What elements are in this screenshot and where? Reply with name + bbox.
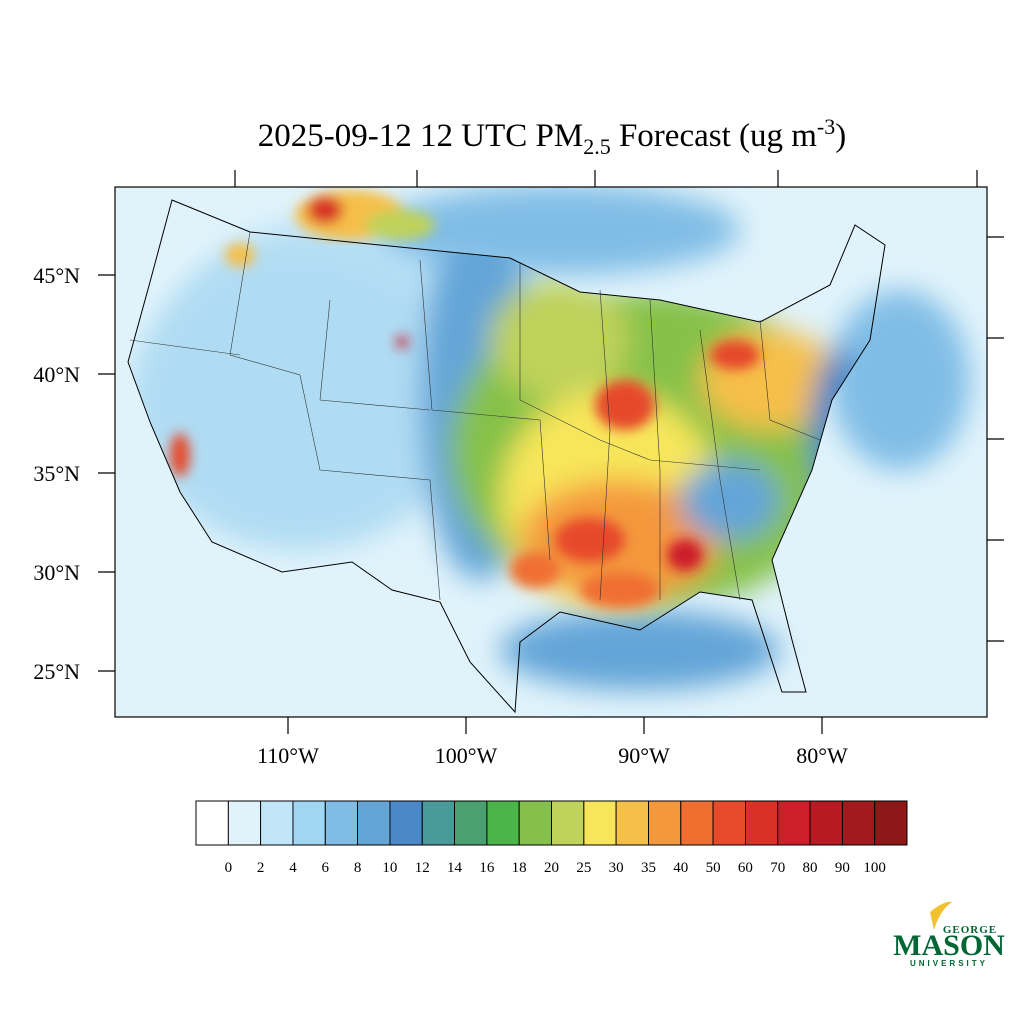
lat-label: 45°N bbox=[33, 263, 80, 288]
colorbar-box bbox=[712, 800, 746, 846]
colorbar-box bbox=[260, 800, 294, 846]
title: 2025-09-12 12 UTC PM2.5 Forecast (ug m-3… bbox=[258, 114, 846, 159]
colorbar-box bbox=[518, 800, 552, 846]
colorbar-label: 30 bbox=[609, 860, 624, 876]
logo: GEORGE MASON UNIVERSITY bbox=[893, 901, 1005, 968]
colorbar-box bbox=[874, 800, 908, 846]
colorbar-label: 35 bbox=[641, 860, 656, 876]
colorbar-box bbox=[324, 800, 358, 846]
colorbar-label: 90 bbox=[835, 860, 850, 876]
colorbar-label: 70 bbox=[770, 860, 785, 876]
map-field bbox=[115, 187, 987, 717]
colorbar-label: 4 bbox=[289, 860, 297, 876]
colorbar-label: 60 bbox=[738, 860, 753, 876]
frame-ticks bbox=[234, 170, 1004, 642]
logo-top: GEORGE bbox=[943, 924, 997, 936]
coastline bbox=[127, 199, 886, 714]
colorbar-label: 50 bbox=[706, 860, 721, 876]
north-plume bbox=[295, 190, 435, 240]
colorbar-box bbox=[745, 800, 779, 846]
state-borders bbox=[129, 231, 821, 601]
logo-flame bbox=[930, 901, 952, 930]
lon-label: 80°W bbox=[796, 743, 848, 768]
colorbar-box bbox=[680, 800, 714, 846]
logo-main: MASON bbox=[893, 929, 1005, 962]
map-frame bbox=[114, 186, 988, 718]
axes: 45°N 40°N 35°N 30°N 25°N 110°W 100°W 90°W 80°W bbox=[33, 263, 848, 768]
lon-label: 110°W bbox=[257, 743, 319, 768]
colorbar-label: 0 bbox=[225, 860, 233, 876]
colorbar-label: 12 bbox=[415, 860, 430, 876]
colorbar-box bbox=[389, 800, 423, 846]
colorbar-label: 40 bbox=[673, 860, 688, 876]
logo-bottom: UNIVERSITY bbox=[910, 959, 988, 968]
colorbar-label: 2 bbox=[257, 860, 265, 876]
colorbar-box bbox=[292, 800, 326, 846]
colorbar-box bbox=[777, 800, 811, 846]
colorbar-label: 6 bbox=[322, 860, 330, 876]
lon-label: 90°W bbox=[618, 743, 670, 768]
colorbar-box bbox=[486, 800, 520, 846]
colorbar-label: 16 bbox=[479, 860, 495, 876]
lat-label: 25°N bbox=[33, 659, 80, 684]
colorbar-box bbox=[809, 800, 843, 846]
colorbar-label: 25 bbox=[576, 860, 591, 876]
colorbar-box bbox=[421, 800, 455, 846]
lat-label: 35°N bbox=[33, 461, 80, 486]
colorbar-box bbox=[615, 800, 649, 846]
colorbar-label: 18 bbox=[512, 860, 527, 876]
colorbar-frame bbox=[195, 800, 908, 846]
colorbar-label: 10 bbox=[382, 860, 397, 876]
colorbar-box bbox=[648, 800, 682, 846]
colorbar-box bbox=[454, 800, 488, 846]
colorbar-box bbox=[841, 800, 876, 846]
colorbar-label: 20 bbox=[544, 860, 559, 876]
colorbar-label: 14 bbox=[447, 860, 463, 876]
lon-label: 100°W bbox=[435, 743, 498, 768]
lat-label: 30°N bbox=[33, 560, 80, 585]
colorbar-box bbox=[583, 800, 617, 846]
colorbar-label: 8 bbox=[354, 860, 362, 876]
colorbar: 0 2 4 6 8 10 12 14 16 18 20 25 30 35 40 50 60 70 80 90 100 bbox=[195, 800, 908, 876]
lat-label: 40°N bbox=[33, 362, 80, 387]
colorbar-box bbox=[357, 800, 391, 846]
colorbar-box bbox=[551, 800, 585, 846]
colorbar-box bbox=[195, 800, 229, 846]
colorbar-label: 100 bbox=[863, 860, 886, 876]
colorbar-label: 80 bbox=[803, 860, 818, 876]
colorbar-box bbox=[227, 800, 262, 846]
